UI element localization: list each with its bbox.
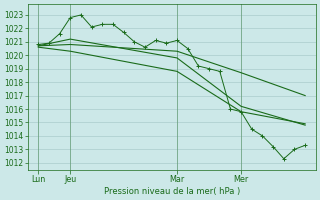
X-axis label: Pression niveau de la mer( hPa ): Pression niveau de la mer( hPa ) [104, 187, 240, 196]
